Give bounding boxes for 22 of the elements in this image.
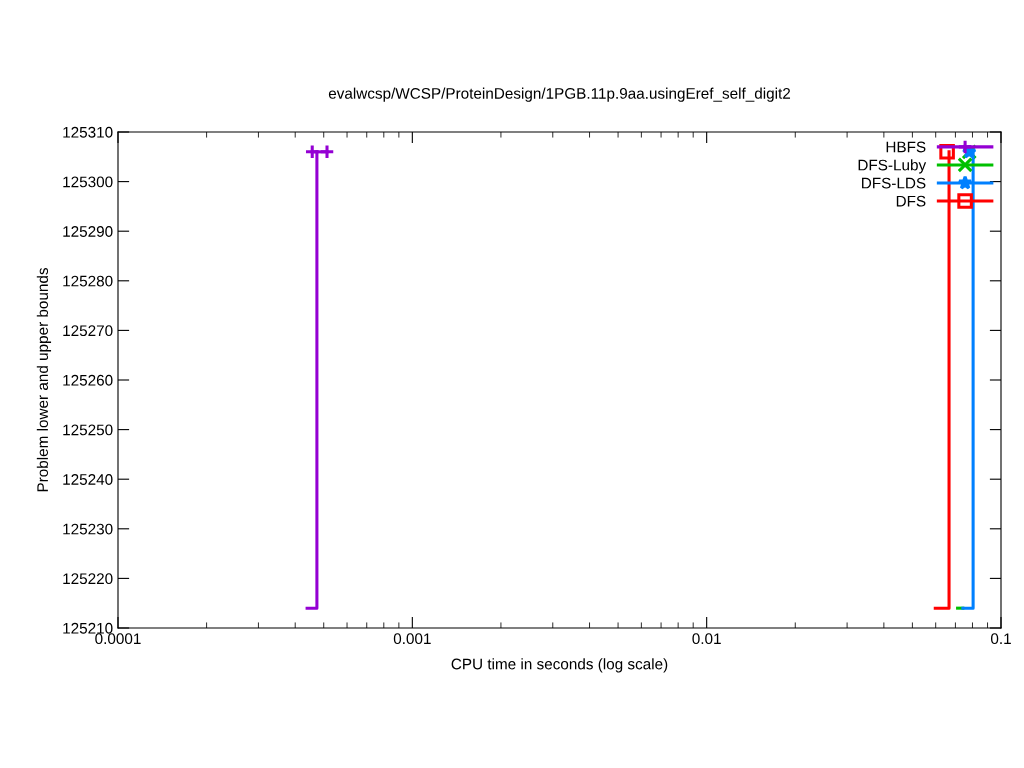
x-axis-title: CPU time in seconds (log scale) bbox=[451, 658, 668, 673]
y-tick-label: 125290 bbox=[63, 226, 113, 237]
legend-label: HBFS bbox=[886, 141, 926, 153]
y-tick-label: 125220 bbox=[63, 573, 113, 585]
y-tick-label: 125250 bbox=[63, 424, 113, 436]
legend-label: DFS-Luby bbox=[858, 159, 927, 174]
x-tick-label: 0.0001 bbox=[95, 633, 141, 645]
y-tick-label: 125300 bbox=[63, 176, 113, 188]
y-tick-label: 125230 bbox=[63, 523, 113, 535]
x-tick-label: 0.01 bbox=[692, 633, 721, 645]
legend-label: DFS bbox=[896, 195, 926, 207]
y-tick-label: 125280 bbox=[63, 275, 113, 287]
y-tick-label: 125260 bbox=[63, 374, 113, 386]
y-tick-label: 125270 bbox=[63, 325, 113, 337]
y-tick-label: 125240 bbox=[63, 474, 113, 485]
chart-title: evalwcsp/WCSP/ProteinDesign/1PGB.11p.9aa.usingEref_self_digit2 bbox=[328, 87, 791, 102]
y-tick-label: 125210 bbox=[63, 622, 113, 634]
x-tick-label: 0.001 bbox=[393, 633, 431, 645]
y-axis-title: Problem lower and upper bounds bbox=[36, 268, 52, 492]
legend-label: DFS-LDS bbox=[862, 177, 926, 189]
x-tick-label: 0.1 bbox=[990, 633, 1011, 645]
y-tick-label: 125310 bbox=[63, 126, 113, 138]
